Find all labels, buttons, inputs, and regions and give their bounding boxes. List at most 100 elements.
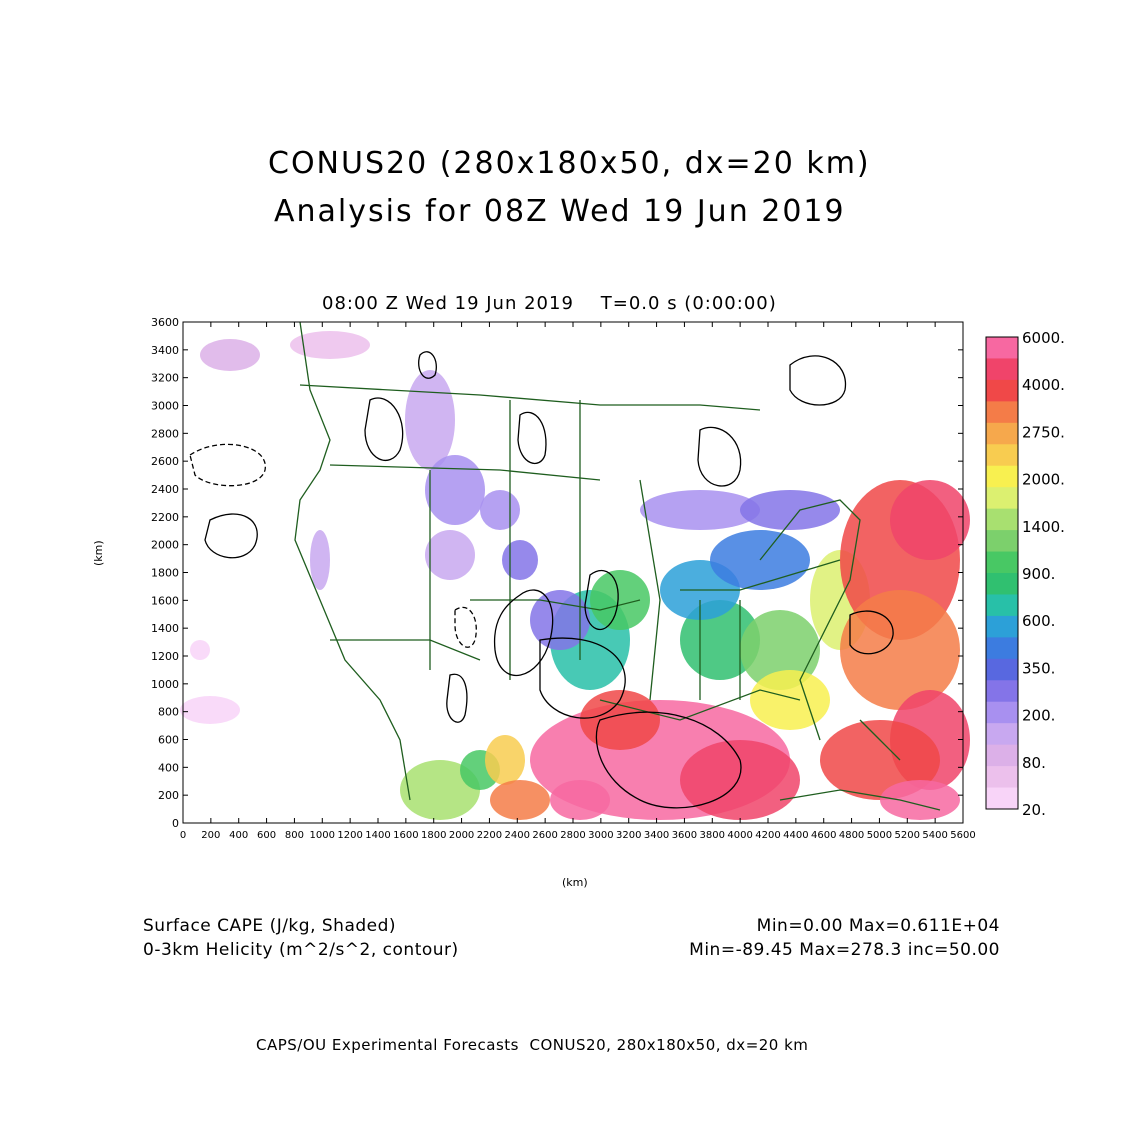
cape-shade-region bbox=[740, 490, 840, 530]
x-tick-label: 1600 bbox=[393, 830, 418, 841]
x-tick-label: 4400 bbox=[783, 830, 808, 841]
y-tick-label: 1000 bbox=[151, 678, 179, 691]
y-tick-label: 600 bbox=[158, 734, 179, 747]
helicity-contour bbox=[493, 589, 554, 677]
x-tick-label: 4200 bbox=[755, 830, 780, 841]
y-tick-label: 3000 bbox=[151, 400, 179, 413]
colorbar-swatch bbox=[986, 680, 1018, 703]
y-tick-label: 1600 bbox=[151, 594, 179, 607]
x-tick-label: 5400 bbox=[922, 830, 947, 841]
colorbar-swatch bbox=[986, 615, 1018, 638]
colorbar-swatch bbox=[986, 487, 1018, 510]
colorbar-swatch bbox=[986, 573, 1018, 595]
x-tick-label: 1800 bbox=[421, 830, 446, 841]
helicity-contour bbox=[849, 610, 894, 655]
political-boundaries-layer bbox=[294, 321, 941, 811]
boundary-line bbox=[299, 384, 761, 411]
colorbar-swatch bbox=[986, 379, 1018, 402]
x-tick-label: 4800 bbox=[839, 830, 864, 841]
boundary-line bbox=[859, 719, 901, 761]
x-tick-label: 2200 bbox=[477, 830, 502, 841]
boundary-line bbox=[779, 789, 941, 811]
helicity-field-stats: Min=-89.45 Max=278.3 inc=50.00 bbox=[689, 940, 1000, 960]
cape-shade-region bbox=[740, 610, 820, 690]
x-tick-label: 3400 bbox=[644, 830, 669, 841]
x-tick-label: 2800 bbox=[560, 830, 585, 841]
cape-shade-region bbox=[840, 590, 960, 710]
x-tick-label: 5600 bbox=[950, 830, 975, 841]
cape-shade-region bbox=[750, 670, 830, 730]
colorbar-swatch bbox=[986, 594, 1018, 617]
colorbar-label: 80. bbox=[1022, 754, 1046, 772]
colorbar-label: 1400. bbox=[1022, 518, 1065, 536]
cape-shade-region bbox=[640, 490, 760, 530]
boundary-line bbox=[330, 639, 481, 661]
colorbar-swatch bbox=[986, 508, 1018, 531]
y-tick-label: 200 bbox=[158, 789, 179, 802]
y-tick-label: 0 bbox=[172, 817, 179, 830]
cape-shade-region bbox=[480, 490, 520, 530]
x-tick-label: 0 bbox=[180, 830, 186, 841]
x-tick-label: 3200 bbox=[616, 830, 641, 841]
x-tick-label: 3800 bbox=[700, 830, 725, 841]
helicity-contour bbox=[517, 411, 547, 465]
x-tick-label: 2400 bbox=[505, 830, 530, 841]
helicity-contour bbox=[789, 355, 847, 406]
helicity-contour bbox=[418, 351, 437, 379]
cape-shade-region bbox=[890, 480, 970, 560]
x-tick-label: 1000 bbox=[310, 830, 335, 841]
colorbar-label: 6000. bbox=[1022, 329, 1065, 347]
boundary-line bbox=[470, 599, 641, 611]
colorbar-label: 4000. bbox=[1022, 376, 1065, 394]
colorbar-label: 2000. bbox=[1022, 471, 1065, 489]
x-tick-label: 200 bbox=[201, 830, 220, 841]
helicity-contour bbox=[204, 513, 258, 559]
colorbar-label: 2750. bbox=[1022, 423, 1065, 441]
colorbar-swatch bbox=[986, 637, 1018, 660]
cape-shade-region bbox=[880, 780, 960, 820]
colorbar-label: 200. bbox=[1022, 707, 1055, 725]
colorbar-swatch bbox=[986, 422, 1018, 445]
axes-layer: 0 200 400 600 800 1000 1200 1400 1600 1800 2000 220… bbox=[151, 316, 976, 841]
cape-field-label: Surface CAPE (J/kg, Shaded) bbox=[143, 916, 397, 936]
cape-shade-region bbox=[530, 590, 590, 650]
cape-shade-region bbox=[485, 735, 525, 785]
boundary-line bbox=[639, 479, 661, 701]
helicity-contour bbox=[584, 569, 619, 630]
figure-title-line1: CONUS20 (280x180x50, dx=20 km) bbox=[268, 146, 871, 181]
colorbar-swatch bbox=[986, 401, 1018, 424]
cape-shade-region bbox=[425, 455, 485, 525]
colorbar-frame bbox=[985, 336, 1019, 810]
colorbar: 6000. 4000. 2750. 2000. 1400. 900. 600. 350. 200… bbox=[985, 329, 1065, 819]
x-tick-label: 4000 bbox=[727, 830, 752, 841]
cape-shade-region bbox=[405, 370, 455, 470]
y-tick-label: 3600 bbox=[151, 316, 179, 329]
helicity-contour bbox=[697, 426, 742, 487]
helicity-contour bbox=[539, 637, 626, 719]
y-tick-label: 3400 bbox=[151, 344, 179, 357]
y-tick-label: 800 bbox=[158, 706, 179, 719]
boundary-line bbox=[759, 499, 861, 741]
colorbar-swatch bbox=[986, 530, 1018, 553]
y-tick-label: 2800 bbox=[151, 427, 179, 440]
colorbar-swatch bbox=[986, 444, 1018, 467]
x-tick-label: 800 bbox=[285, 830, 304, 841]
colorbar-swatch bbox=[986, 551, 1018, 574]
x-tick-label: 1200 bbox=[337, 830, 362, 841]
colorbar-label: 900. bbox=[1022, 565, 1055, 583]
x-tick-label: 2000 bbox=[449, 830, 474, 841]
x-axis-label: (km) bbox=[562, 876, 588, 889]
y-tick-label: 400 bbox=[158, 761, 179, 774]
y-tick-label: 1200 bbox=[151, 650, 179, 663]
y-axis-label: (km) bbox=[92, 540, 105, 566]
x-tick-label: 1400 bbox=[365, 830, 390, 841]
helicity-field-label: 0-3km Helicity (m^2/s^2, contour) bbox=[143, 940, 459, 960]
colorbar-swatch bbox=[986, 701, 1018, 724]
x-tick-label: 400 bbox=[229, 830, 248, 841]
colorbar-swatch bbox=[986, 465, 1018, 488]
y-tick-label: 1400 bbox=[151, 622, 179, 635]
colorbar-swatch bbox=[986, 744, 1018, 767]
colorbar-swatch bbox=[986, 787, 1018, 810]
x-tick-label: 2600 bbox=[532, 830, 557, 841]
